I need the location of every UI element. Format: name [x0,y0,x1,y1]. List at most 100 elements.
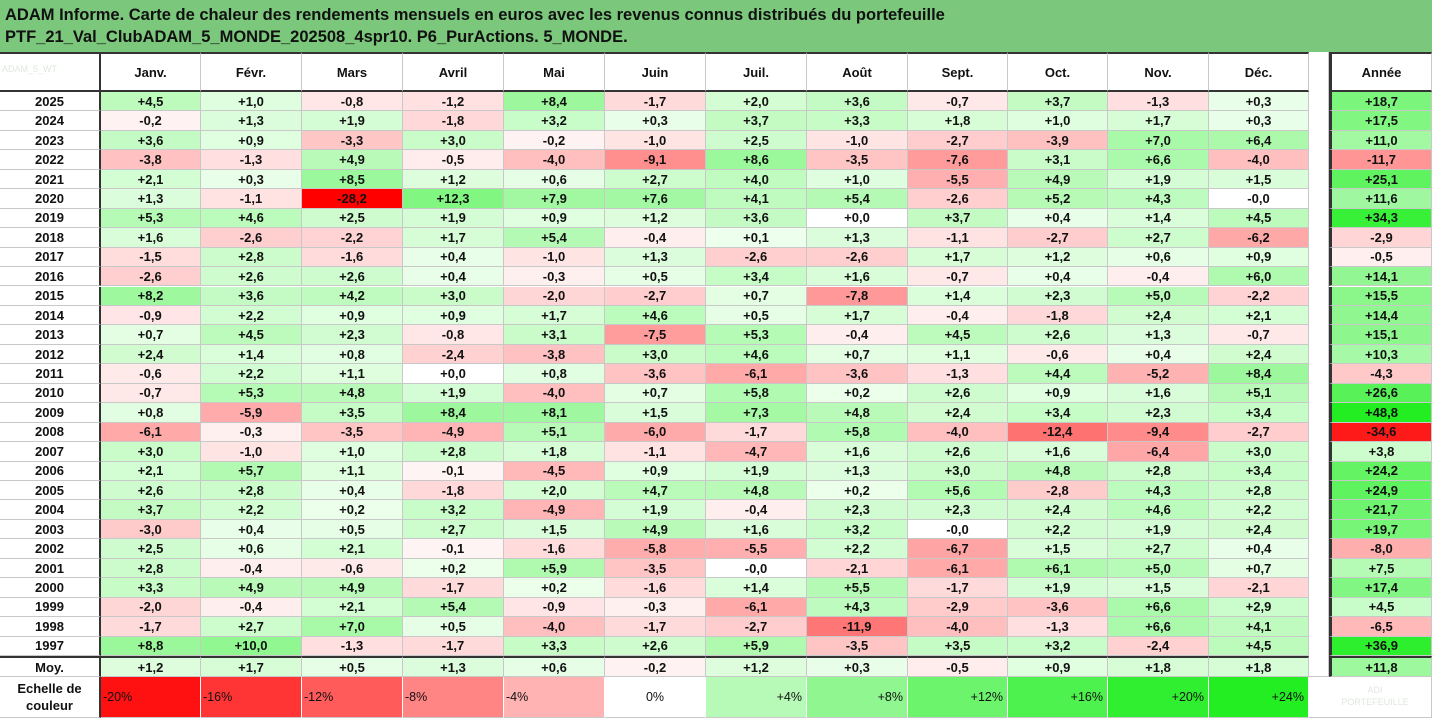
heatmap-cell: +1,3 [605,247,706,268]
heatmap-cell: +3,6 [807,92,908,112]
heatmap-cell: -2,6 [101,267,201,287]
heatmap-cell: +0,6 [1108,247,1209,268]
heatmap-cell: +4,1 [706,189,807,209]
year-total-cell: +11,0 [1329,130,1432,151]
heatmap-cell: +3,7 [101,500,201,520]
heatmap-cell: +1,6 [807,442,908,462]
heatmap-cell: +6,6 [1108,617,1209,637]
heatmap-cell: -0,0 [1209,189,1309,209]
heatmap-cell: +8,6 [706,150,807,170]
year-label: 2012 [0,344,101,365]
heatmap-cell: +4,9 [302,150,403,170]
heatmap-cell: -3,6 [605,364,706,384]
heatmap-cell: +8,4 [1209,364,1309,384]
heatmap-cell: +1,5 [605,403,706,423]
heatmap-cell: -0,0 [706,558,807,579]
year-total-cell: +4,5 [1329,597,1432,618]
heatmap-cell: +1,9 [706,461,807,481]
heatmap-cell: +4,9 [605,519,706,540]
heatmap-cell: -1,7 [403,578,504,598]
heatmap-cell: +0,5 [302,519,403,540]
heatmap-cell: +5,8 [706,383,807,404]
heatmap-cell: +0,4 [1108,344,1209,365]
year-total-cell: +19,7 [1329,519,1432,540]
scale-label: Echelle de couleur [0,677,101,718]
heatmap-cell: -0,7 [908,92,1008,112]
heatmap-cell: +2,1 [302,597,403,618]
heatmap-cell: +0,4 [1209,539,1309,559]
heatmap-cell: +3,0 [908,461,1008,481]
heatmap-cell: +1,6 [1008,442,1108,462]
heatmap-cell: +2,3 [908,500,1008,520]
heatmap-cell: +1,9 [302,111,403,131]
heatmap-cell: +0,7 [706,286,807,306]
heatmap-cell: -0,4 [201,597,302,618]
heatmap-cell: -6,0 [605,422,706,443]
heatmap-cell: +4,6 [1108,500,1209,520]
heatmap-cell: -0,6 [302,558,403,579]
column-header: Janv. [101,52,201,92]
year-total-cell: +7,5 [1329,558,1432,579]
column-header: Mai [504,52,605,92]
heatmap-cell: +4,7 [605,481,706,501]
column-header: Mars [302,52,403,92]
heatmap-cell: +0,9 [302,305,403,326]
heatmap-cell: -4,9 [504,500,605,520]
heatmap-cell: +1,9 [1108,169,1209,190]
heatmap-cell: -2,4 [403,344,504,365]
year-total-cell: -4,3 [1329,364,1432,384]
heatmap-cell: +0,4 [403,267,504,287]
heatmap-cell: +0,3 [1209,92,1309,112]
heatmap-cell: +4,3 [1108,481,1209,501]
year-total-cell: +10,3 [1329,344,1432,365]
year-label: 2004 [0,500,101,520]
heatmap-cell: +10,0 [201,636,302,657]
heatmap-cell: +0,8 [504,364,605,384]
heatmap-cell: -2,1 [1209,578,1309,598]
heatmap-cell: -1,0 [201,442,302,462]
heatmap-cell: +0,9 [605,461,706,481]
heatmap-cell: +1,3 [101,189,201,209]
year-total-cell: -8,0 [1329,539,1432,559]
heatmap-cell: -0,9 [101,305,201,326]
heatmap-cell: +0,4 [302,481,403,501]
heatmap-cell: +0,7 [1209,558,1309,579]
heatmap-cell: +3,0 [403,286,504,306]
heatmap-cell: +0,6 [504,169,605,190]
heatmap-cell: +5,5 [807,578,908,598]
heatmap-cell: -2,7 [605,286,706,306]
heatmap-cell: +5,0 [1108,286,1209,306]
watermark: ADAM_5_WT [2,64,58,74]
year-label: 2009 [0,403,101,423]
heatmap-cell: +2,9 [1209,597,1309,618]
heatmap-cell: +1,9 [1108,519,1209,540]
heatmap-cell: +3,1 [1008,150,1108,170]
scale-gap [1309,677,1432,718]
heatmap-cell: +2,8 [403,442,504,462]
year-total-cell: +24,2 [1329,461,1432,481]
heatmap-cell: +2,2 [1008,519,1108,540]
heatmap-cell: +3,7 [706,111,807,131]
heatmap-cell: -9,1 [605,150,706,170]
heatmap-cell: +1,7 [1108,111,1209,131]
heatmap-cell: +2,2 [201,500,302,520]
heatmap-cell: +5,4 [504,228,605,248]
year-total-cell: +25,1 [1329,169,1432,190]
heatmap-cell: +1,6 [1108,383,1209,404]
heatmap-cell: +0,7 [807,344,908,365]
heatmap-cell: -6,4 [1108,442,1209,462]
heatmap-cell: -3,6 [807,364,908,384]
heatmap-cell: +2,1 [302,539,403,559]
year-label: 2017 [0,247,101,268]
heatmap-cell: +0,2 [302,500,403,520]
heatmap-cell: +1,1 [908,344,1008,365]
heatmap-cell: -2,9 [908,597,1008,618]
heatmap-cell: -4,0 [1209,150,1309,170]
heatmap-cell: +4,3 [1108,189,1209,209]
year-label: 2018 [0,228,101,248]
heatmap-cell: +8,8 [101,636,201,657]
heatmap-cell: -2,6 [201,228,302,248]
heatmap-cell: +6,0 [1209,267,1309,287]
heatmap-cell: +5,7 [201,461,302,481]
year-label: 2002 [0,539,101,559]
